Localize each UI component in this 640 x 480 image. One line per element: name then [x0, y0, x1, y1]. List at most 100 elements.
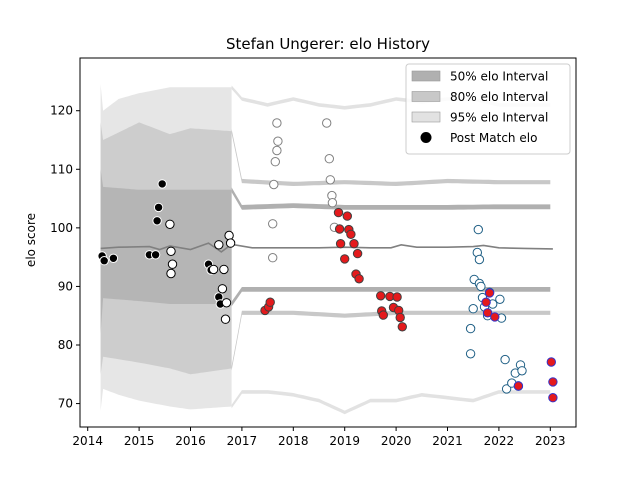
- post-match-elo-point: [501, 384, 512, 394]
- post-match-elo-point: [484, 288, 495, 298]
- post-match-elo-point: [270, 157, 280, 167]
- post-match-elo-point: [166, 246, 176, 257]
- post-match-elo-point: [108, 253, 119, 263]
- y-tick-label: 70: [58, 397, 73, 411]
- legend-swatch: [411, 70, 441, 82]
- post-match-elo-point: [166, 268, 176, 279]
- series-4: [465, 224, 527, 394]
- y-axis-label: elo score: [24, 213, 38, 267]
- legend-label: Post Match elo: [450, 131, 537, 145]
- post-match-elo-point: [346, 229, 356, 240]
- post-match-elo-point: [272, 145, 282, 156]
- post-match-elo-point: [378, 310, 388, 320]
- x-tick-label: 2014: [72, 434, 103, 448]
- x-tick-label: 2016: [175, 434, 206, 448]
- post-match-elo-point: [349, 239, 359, 249]
- legend-label: 50% elo Interval: [450, 70, 548, 84]
- post-match-elo-point: [269, 179, 279, 190]
- post-match-elo-point: [153, 202, 164, 213]
- post-match-elo-point: [165, 219, 175, 230]
- y-tick-label: 100: [50, 221, 73, 235]
- post-match-elo-point: [517, 366, 527, 376]
- series-3: [260, 207, 407, 332]
- post-match-elo-point: [490, 312, 500, 322]
- 50-elo-interval-band-lower-edge: [231, 287, 551, 307]
- post-match-elo-point: [208, 264, 219, 275]
- post-match-elo-point: [272, 118, 282, 128]
- legend-marker: [420, 132, 432, 143]
- post-match-elo-point: [548, 377, 558, 387]
- post-match-elo-point: [327, 198, 338, 208]
- post-match-elo-point: [220, 314, 231, 324]
- x-tick-label: 2021: [432, 434, 463, 448]
- post-match-elo-point: [342, 211, 352, 221]
- chart-title: Stefan Ungerer: elo History: [226, 35, 430, 53]
- plot-area: [79, 57, 577, 428]
- post-match-elo-point: [268, 253, 278, 263]
- post-match-elo-point: [219, 264, 229, 275]
- post-match-elo-point: [513, 381, 524, 391]
- post-match-elo-point: [354, 274, 364, 284]
- legend-swatch: [411, 111, 441, 123]
- post-match-elo-point: [334, 224, 345, 234]
- legend-box: [405, 63, 571, 155]
- post-match-elo-point: [548, 393, 558, 403]
- post-match-elo-point: [273, 136, 283, 146]
- y-axis: 70 80 90 100 110 120: [50, 104, 80, 411]
- plot-frame: [79, 57, 577, 428]
- 80-elo-interval-band-upper-edge: [231, 129, 551, 186]
- post-match-elo-point: [167, 259, 178, 269]
- post-match-elo-point: [473, 224, 483, 235]
- x-tick-label: 2023: [535, 434, 566, 448]
- post-match-elo-point: [481, 297, 491, 307]
- x-tick-label: 2015: [124, 434, 155, 448]
- post-match-elo-point: [476, 281, 486, 292]
- x-tick-label: 2022: [484, 434, 515, 448]
- x-tick-label: 2018: [278, 434, 309, 448]
- post-match-elo-point: [340, 254, 350, 264]
- x-tick-label: 2020: [381, 434, 412, 448]
- x-tick-label: 2017: [227, 434, 258, 448]
- 50-elo-interval-band-upper-edge: [231, 187, 551, 210]
- post-match-elo-point: [500, 354, 510, 365]
- legend-label: 95% elo Interval: [450, 111, 548, 125]
- series-1: [165, 219, 236, 324]
- 95-elo-interval-band-lower-edge: [231, 390, 551, 415]
- y-tick-label: 90: [58, 279, 73, 293]
- legend-swatch: [411, 91, 441, 102]
- post-match-elo-point: [150, 250, 161, 260]
- post-match-elo-point: [265, 297, 275, 307]
- legend-label: 80% elo Interval: [450, 90, 548, 104]
- plot-content: [97, 84, 558, 415]
- post-match-elo-point: [99, 256, 109, 266]
- series-5: [481, 288, 558, 403]
- post-match-elo-point: [352, 248, 363, 259]
- post-match-elo-point: [224, 230, 234, 241]
- post-match-elo-point: [217, 284, 228, 294]
- x-tick-label: 2019: [329, 434, 360, 448]
- y-tick-label: 110: [50, 162, 73, 176]
- post-match-elo-point: [376, 291, 386, 301]
- post-match-elo-point: [225, 238, 236, 248]
- post-match-elo-point: [335, 239, 346, 249]
- post-match-elo-point: [495, 294, 505, 304]
- elo-mean-line: [100, 242, 553, 253]
- 95-elo-interval-band-upper-edge: [231, 85, 551, 110]
- post-match-elo-point: [221, 298, 232, 308]
- post-match-elo-point: [152, 216, 162, 226]
- series-2: [268, 118, 340, 263]
- 50-elo-interval-band-solid: [100, 169, 232, 334]
- post-match-elo-point: [465, 323, 476, 334]
- legend: 50% elo Interval 80% elo Interval 95% elo …: [405, 63, 571, 155]
- post-match-elo-point: [395, 312, 405, 323]
- post-match-elo-point: [392, 292, 402, 302]
- post-match-elo-point: [546, 357, 556, 367]
- y-tick-label: 80: [58, 338, 73, 352]
- post-match-elo-point: [482, 308, 493, 318]
- post-match-elo-point: [465, 349, 476, 359]
- x-axis: 2014 2015 2016 2017 2018 2019 2020 2021 2022 2023: [72, 427, 566, 448]
- post-match-elo-point: [268, 219, 278, 229]
- post-match-elo-point: [474, 254, 485, 265]
- post-match-elo-point: [333, 207, 344, 218]
